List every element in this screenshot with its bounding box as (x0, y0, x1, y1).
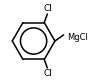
Text: Cl: Cl (43, 4, 52, 13)
Text: MgCl: MgCl (67, 33, 88, 42)
Text: Cl: Cl (43, 69, 52, 78)
